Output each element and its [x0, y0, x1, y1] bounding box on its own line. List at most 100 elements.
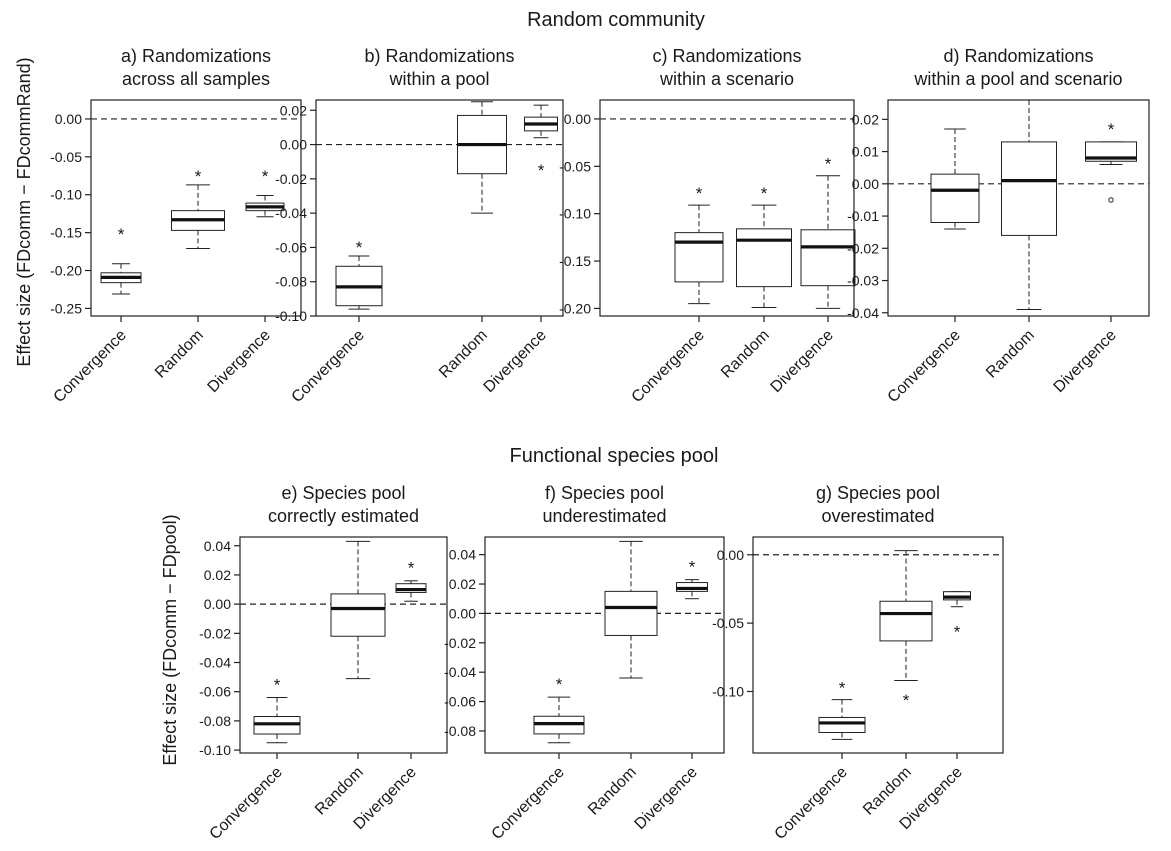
- panel-title-line: across all samples: [122, 69, 270, 89]
- panel-title-line: correctly estimated: [268, 506, 419, 526]
- x-tick-label: Convergence: [51, 327, 130, 406]
- plot-frame: [239, 536, 448, 754]
- y-tick-label: 0.02: [852, 111, 879, 127]
- significance-star: *: [1108, 120, 1115, 139]
- y-tick-label: 0.00: [852, 176, 879, 192]
- iqr-box: [674, 232, 724, 283]
- box-convergence: *: [674, 184, 724, 305]
- box-convergence: *: [335, 238, 383, 310]
- chart-panel-b: b) Randomizations within a pool -0.10 -0.08…: [275, 46, 564, 406]
- x-tick-label: Divergence: [1051, 327, 1120, 396]
- iqr-box: [1001, 141, 1057, 236]
- x-tick-label: Convergence: [207, 764, 286, 843]
- y-tick-label: 0.02: [204, 567, 231, 583]
- y-tick-label: -0.05: [712, 615, 744, 631]
- y-tick-label: -0.02: [444, 635, 476, 651]
- box-convergence: *: [818, 679, 866, 740]
- plot-frame: [90, 99, 302, 317]
- significance-star: *: [195, 167, 202, 186]
- section-title-functional-species-pool: Functional species pool: [509, 445, 718, 467]
- significance-star: *: [118, 225, 125, 244]
- panel-title-line: c) Randomizations: [652, 46, 801, 66]
- y-tick-label: -0.05: [559, 158, 591, 174]
- x-tick-label: Random: [983, 327, 1038, 382]
- chart-panel-g: g) Species pool overestimated -0.10 -0.05 0.…: [712, 483, 1004, 843]
- y-tick-label: -0.08: [199, 713, 231, 729]
- box-random: *: [171, 167, 225, 250]
- y-tick-label: -0.04: [199, 655, 231, 671]
- x-tick-label: Divergence: [632, 764, 701, 833]
- significance-star: *: [696, 184, 703, 203]
- y-tick-label: 0.00: [55, 111, 82, 127]
- significance-star: *: [356, 238, 363, 257]
- y-tick-label: -0.04: [444, 664, 476, 680]
- iqr-box: [1085, 141, 1137, 162]
- box-random: [604, 540, 658, 679]
- y-tick-label: -0.25: [50, 300, 82, 316]
- chart-panel-d: d) Randomizations within a pool and scena…: [847, 46, 1150, 406]
- plot-frame: [484, 536, 725, 754]
- significance-star: *: [761, 184, 768, 203]
- box-random: [330, 540, 386, 680]
- significance-star: *: [825, 155, 832, 174]
- x-tick-label: Random: [718, 327, 773, 382]
- box-random: *: [879, 550, 933, 710]
- y-tick-label: -0.20: [50, 263, 82, 279]
- y-tick-label: -0.06: [275, 239, 307, 255]
- panel-title-line: within a scenario: [659, 69, 794, 89]
- iqr-box: [330, 593, 386, 637]
- x-tick-label: Random: [585, 764, 640, 819]
- chart-panel-e: e) Species pool correctly estimated -0.10 -…: [199, 483, 448, 843]
- iqr-box: [930, 173, 980, 224]
- panel-title-line: g) Species pool: [816, 483, 940, 503]
- plot-frame: [599, 99, 855, 317]
- y-tick-label: 0.00: [280, 137, 307, 153]
- x-tick-label: Divergence: [768, 327, 837, 396]
- y-tick-label: -0.03: [847, 273, 879, 289]
- box-random: [457, 101, 507, 214]
- significance-star: *: [954, 623, 961, 642]
- box-convergence: [930, 128, 980, 230]
- iqr-box: [800, 229, 856, 287]
- x-tick-label: Convergence: [629, 327, 708, 406]
- plot-frame: [752, 536, 1004, 754]
- chart-panel-f: f) Species pool underestimated -0.08 -0.06 -…: [444, 483, 725, 843]
- x-tick-label: Random: [312, 764, 367, 819]
- box-divergence: *: [245, 167, 285, 218]
- chart-panel-c: c) Randomizations within a scenario -0.20 -…: [559, 46, 856, 406]
- box-convergence: *: [533, 675, 585, 744]
- significance-star: *: [262, 167, 269, 186]
- panel-title-line: e) Species pool: [281, 483, 405, 503]
- box-divergence: *: [1085, 120, 1137, 203]
- iqr-box: [879, 600, 933, 642]
- y-tick-label: -0.01: [847, 208, 879, 224]
- y-tick-label: -0.05: [50, 149, 82, 165]
- y-tick-label: 0.01: [852, 144, 879, 160]
- y-tick-label: 0.02: [449, 576, 476, 592]
- section-title-random-community: Random community: [527, 9, 705, 31]
- significance-star: *: [538, 161, 545, 180]
- y-tick-label: -0.08: [275, 274, 307, 290]
- box-divergence: *: [524, 104, 558, 180]
- panel-title-line: underestimated: [542, 506, 666, 526]
- significance-star: *: [408, 559, 415, 578]
- panel-title-line: b) Randomizations: [364, 46, 514, 66]
- x-tick-label: Random: [436, 327, 491, 382]
- plot-frame: [315, 99, 564, 317]
- y-tick-label: -0.02: [275, 171, 307, 187]
- y-tick-label: -0.04: [847, 305, 879, 321]
- x-tick-label: Divergence: [205, 327, 274, 396]
- x-tick-label: Convergence: [289, 327, 368, 406]
- box-convergence: *: [100, 225, 142, 295]
- y-tick-label: -0.10: [275, 308, 307, 324]
- y-tick-label: 0.00: [564, 111, 591, 127]
- box-random: *: [736, 184, 792, 308]
- y-tick-label: 0.02: [280, 102, 307, 118]
- iqr-box: [736, 228, 792, 288]
- y-tick-label: -0.06: [199, 684, 231, 700]
- significance-star: *: [689, 557, 696, 576]
- panel-title-line: a) Randomizations: [121, 46, 271, 66]
- outlier-point: [1108, 197, 1114, 203]
- x-tick-label: Divergence: [481, 327, 550, 396]
